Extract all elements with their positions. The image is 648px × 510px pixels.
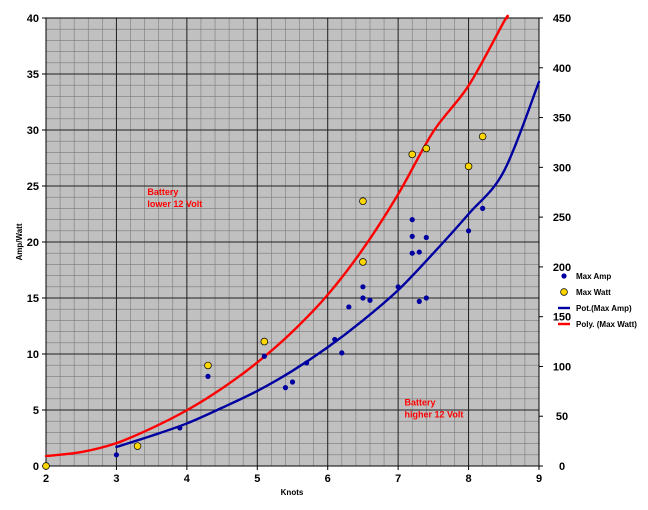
left-tick-label: 35: [27, 69, 39, 81]
x-tick-label: 5: [254, 473, 260, 485]
annotation-text: higher 12 Volt: [404, 410, 463, 420]
max-watt-point: [260, 337, 269, 346]
max-watt-point: [408, 150, 416, 159]
annotation-text: Battery: [147, 187, 178, 197]
max-watt-point: [204, 361, 212, 370]
left-tick-label: 10: [27, 349, 39, 361]
x-tick-label: 4: [184, 473, 191, 485]
max-amp-point: [416, 298, 422, 304]
max-watt-point: [422, 144, 431, 153]
right-tick-label: 100: [553, 361, 571, 373]
legend: Max Amp Max Watt Pot.(Max Amp) Poly. (Max W…: [558, 272, 637, 329]
max-amp-point: [282, 385, 289, 391]
trendline-poly-max-watt: [44, 14, 509, 458]
legend-label: Pot.(Max Amp): [576, 304, 632, 313]
max-amp-point: [409, 250, 415, 256]
right-tick-label: 0: [559, 461, 565, 473]
max-amp-point: [360, 295, 366, 301]
max-watt-point: [42, 462, 50, 470]
max-amp-point: [416, 249, 422, 255]
left-tick-label: 25: [27, 181, 39, 193]
max-watt-point: [359, 197, 367, 205]
x-tick-label: 8: [466, 473, 472, 485]
right-tick-label: 350: [553, 113, 571, 125]
annotation-text: Battery: [404, 398, 435, 408]
y-axis-title: Amp/Watt: [15, 223, 24, 260]
legend-label: Poly. (Max Watt): [576, 320, 637, 329]
legend-label: Max Watt: [576, 288, 611, 297]
max-amp-point: [409, 217, 415, 223]
x-tick-label: 3: [113, 473, 119, 485]
max-amp-point: [339, 350, 345, 356]
max-amp-point: [423, 234, 429, 241]
right-tick-label: 300: [553, 162, 571, 174]
max-watt-point: [133, 442, 142, 450]
trendlines: [44, 14, 541, 458]
max-amp-point: [289, 379, 296, 385]
right-tick-label: 250: [553, 212, 571, 224]
right-tick-label: 150: [553, 312, 571, 324]
max-amp-point: [261, 353, 267, 359]
max-amp-point: [480, 205, 486, 211]
right-tick-label: 50: [556, 411, 568, 423]
left-tick-label: 30: [27, 125, 39, 137]
max-amp-point: [423, 295, 429, 301]
right-tick-label: 400: [553, 63, 571, 75]
x-tick-label: 2: [43, 473, 49, 485]
max-amp-point: [395, 284, 401, 290]
max-amp-point: [332, 336, 338, 343]
max-amp-point: [346, 304, 352, 310]
legend-circle-swatch: [560, 288, 568, 296]
annotation-text: lower 12 Volt: [147, 199, 202, 209]
max-amp-point: [177, 425, 183, 431]
right-axis-ticks: 0 50 100 150 200 250 300 350 400 450: [539, 13, 571, 473]
left-tick-label: 5: [33, 405, 39, 417]
max-amp-point: [113, 452, 120, 458]
x-tick-label: 6: [325, 473, 331, 485]
max-watt-point: [478, 132, 487, 141]
x-axis-ticks: 2 3 4 5 6 7 8 9: [43, 466, 542, 485]
max-amp-point: [367, 297, 373, 303]
left-tick-label: 0: [33, 461, 39, 473]
max-amp-point: [409, 233, 415, 239]
max-amp-point: [205, 373, 211, 379]
data-points: [42, 132, 487, 470]
x-tick-label: 9: [536, 473, 542, 485]
annotations: Battery lower 12 Volt Battery higher 12 Vol…: [147, 187, 463, 420]
trendline-pot-max-amp: [115, 80, 541, 449]
x-axis-title: Knots: [281, 488, 304, 497]
max-watt-point: [464, 162, 473, 171]
max-amp-point: [303, 360, 310, 366]
right-tick-label: 200: [553, 262, 571, 274]
left-tick-label: 20: [27, 237, 39, 249]
max-watt-point: [359, 258, 367, 266]
left-axis-ticks: 0 5 10 15 20 25 30 35 40: [27, 13, 46, 473]
left-tick-label: 15: [27, 293, 39, 305]
left-tick-label: 40: [27, 13, 39, 25]
x-tick-label: 7: [395, 473, 401, 485]
max-amp-point: [465, 228, 472, 234]
max-amp-point: [360, 284, 366, 290]
right-tick-label: 450: [553, 13, 571, 25]
legend-dot-swatch: [561, 273, 567, 279]
legend-label: Max Amp: [576, 272, 611, 281]
